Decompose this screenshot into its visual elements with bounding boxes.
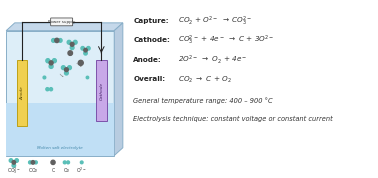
Text: O$_2$: O$_2$ [63,166,70,175]
Circle shape [70,46,74,50]
FancyArrowPatch shape [77,64,81,67]
Circle shape [68,66,71,70]
FancyBboxPatch shape [51,18,73,26]
Circle shape [50,88,53,91]
Text: CO$_3^{2-}$ + 4e$^-$ $\rightarrow$ C + 3O$^{2-}$: CO$_3^{2-}$ + 4e$^-$ $\rightarrow$ C + 3… [178,34,274,47]
Circle shape [67,161,70,164]
Text: CO$_2$: CO$_2$ [28,166,38,175]
Circle shape [87,46,90,50]
Text: Anode:: Anode: [133,57,162,63]
Text: O$^{2-}$: O$^{2-}$ [76,166,87,175]
Text: CO$_2$ + O$^{2-}$ $\rightarrow$ CO$_3^{2-}$: CO$_2$ + O$^{2-}$ $\rightarrow$ CO$_3^{2… [178,14,253,28]
Circle shape [46,59,50,63]
Circle shape [12,164,15,167]
Circle shape [31,161,35,164]
Polygon shape [6,31,114,156]
Circle shape [81,161,83,164]
Text: Molten salt electrolyte: Molten salt electrolyte [37,146,83,150]
Circle shape [12,161,15,164]
Circle shape [73,40,77,44]
Polygon shape [114,23,123,156]
Circle shape [65,68,68,72]
Circle shape [78,60,83,65]
Text: CO$_3^{2-}$: CO$_3^{2-}$ [7,165,21,176]
FancyArrowPatch shape [60,74,63,77]
Circle shape [70,42,74,46]
Circle shape [55,38,59,43]
Circle shape [62,66,65,70]
Circle shape [64,161,66,164]
Polygon shape [6,103,114,156]
Circle shape [34,161,37,164]
Circle shape [68,51,73,55]
Text: 2O$^{2-}$ $\rightarrow$ O$_2$ + 4e$^-$: 2O$^{2-}$ $\rightarrow$ O$_2$ + 4e$^-$ [178,54,248,66]
Polygon shape [96,60,107,121]
Text: Power supply: Power supply [48,20,75,24]
Circle shape [86,76,89,79]
Circle shape [51,160,55,164]
Circle shape [65,71,68,75]
Circle shape [53,59,56,63]
Text: General temperature range: 400 – 900 °C: General temperature range: 400 – 900 °C [133,98,273,104]
Circle shape [29,161,32,164]
Circle shape [9,159,13,162]
Text: C: C [51,168,54,173]
Text: Electrolysis technique: constant voltage or constant current: Electrolysis technique: constant voltage… [133,115,333,122]
Text: Capture:: Capture: [133,18,169,24]
Text: Overall:: Overall: [133,76,166,82]
Circle shape [84,48,87,52]
Circle shape [49,64,53,68]
Circle shape [49,61,53,65]
Polygon shape [6,23,123,31]
Circle shape [15,159,19,162]
Circle shape [43,76,46,79]
Circle shape [84,51,87,55]
Circle shape [52,39,55,42]
Circle shape [81,46,84,50]
Circle shape [46,88,49,91]
Polygon shape [17,60,27,126]
Text: CO$_2$ $\rightarrow$ C + O$_2$: CO$_2$ $\rightarrow$ C + O$_2$ [178,74,232,85]
Text: Cathode: Cathode [99,82,103,100]
Circle shape [59,39,62,42]
Circle shape [67,40,71,44]
Text: Cathode:: Cathode: [133,37,170,43]
Text: Anode: Anode [20,86,24,100]
